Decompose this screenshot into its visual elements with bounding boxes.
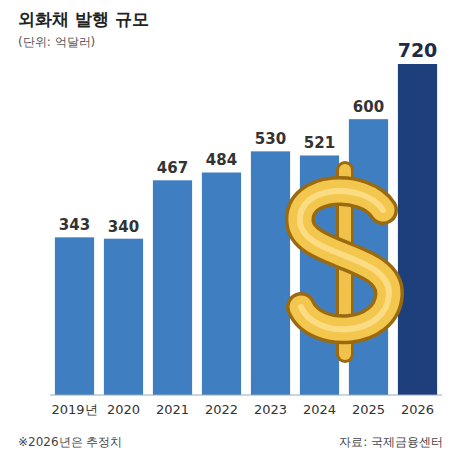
x-tick-label: 2025 xyxy=(352,402,385,417)
data-label: 720 xyxy=(398,39,438,61)
dollar-s-shadow xyxy=(300,191,389,329)
subtitle: (단위: 억달러) xyxy=(18,35,95,49)
background xyxy=(0,0,461,467)
data-label: 521 xyxy=(304,134,335,152)
data-labels: 343 340 467 484 530 521 600 720 xyxy=(59,39,437,236)
baseline xyxy=(50,395,442,396)
x-tick-label: 2021 xyxy=(156,402,189,417)
chart: 외화채 발행 규모(단위: 억달러)2019년20202021202220232… xyxy=(0,0,461,467)
data-label: 484 xyxy=(206,151,237,169)
x-tick-label: 2020 xyxy=(107,402,140,417)
bar xyxy=(104,239,143,395)
x-tick-label: 2023 xyxy=(254,402,287,417)
note: ※2026년은 추정치 xyxy=(18,435,122,449)
source: 자료: 국제금융센터 xyxy=(339,435,443,449)
bar xyxy=(153,180,192,395)
data-label: 600 xyxy=(353,98,384,116)
x-tick-label: 2024 xyxy=(303,402,336,417)
bars xyxy=(55,64,437,395)
x-tick-label: 2022 xyxy=(205,402,238,417)
data-label: 530 xyxy=(255,130,286,148)
x-tick-label: 2019년 xyxy=(51,402,97,417)
bar xyxy=(251,151,290,395)
title: 외화채 발행 규모 xyxy=(18,9,149,29)
bar xyxy=(398,64,437,395)
x-tick-label: 2026 xyxy=(401,402,434,417)
bar xyxy=(202,172,241,395)
bar xyxy=(55,237,94,395)
data-label: 467 xyxy=(157,159,188,177)
dollar-s xyxy=(300,191,389,329)
data-label: 343 xyxy=(59,216,90,234)
x-tick-labels: 2019년 2020 2021 2022 2023 2024 2025 2026 xyxy=(51,402,434,417)
data-label: 340 xyxy=(108,218,139,236)
dollar-s-highlight xyxy=(300,191,389,329)
dollar-icon xyxy=(300,170,389,354)
